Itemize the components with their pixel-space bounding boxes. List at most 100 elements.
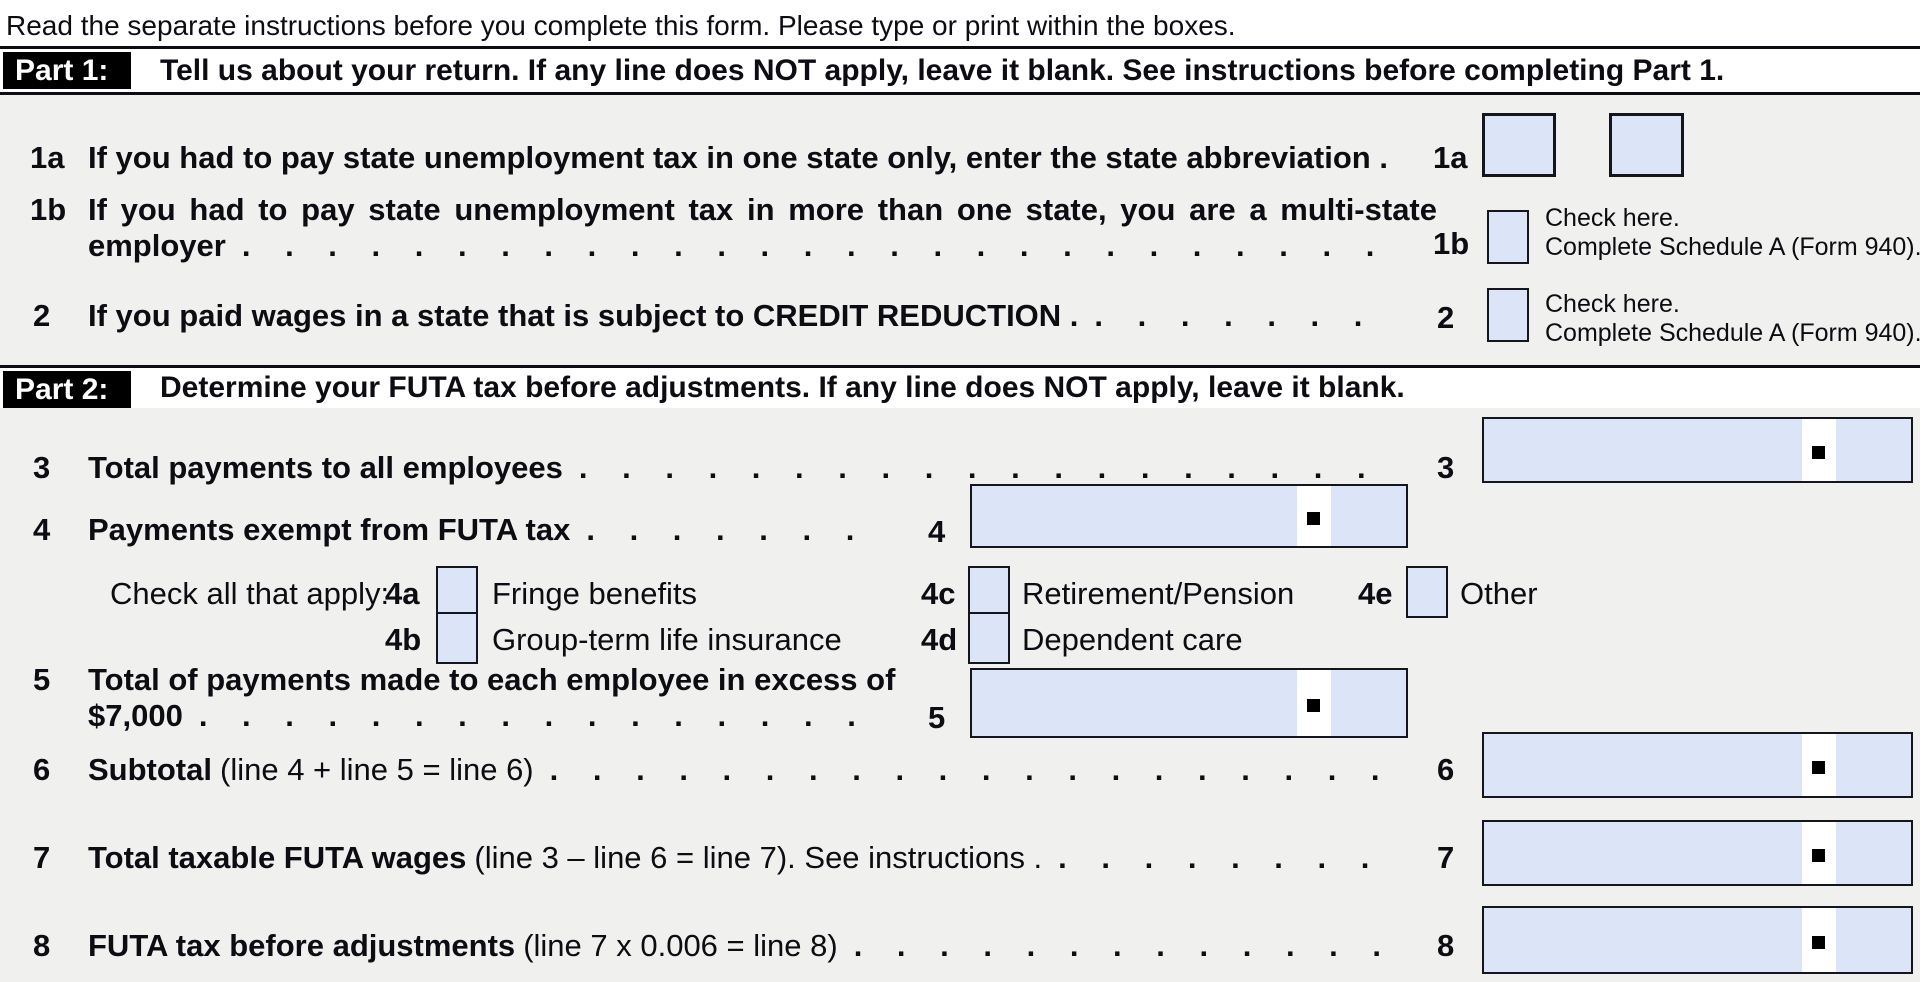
line4b-number: 4b [385,622,422,657]
line5-text-line1: Total of payments made to each employee … [88,662,896,697]
dot-leader: . . . . . . . . . . . . . . . . . . . . … [853,928,1388,963]
part2-body [0,408,1920,982]
line2-checkbox[interactable] [1487,288,1529,342]
line1b-text-line1: If you had to pay state unemployment tax… [88,192,1437,227]
line4a-number: 4a [385,576,420,611]
horizontal-rule [0,46,1920,49]
line4d-checkbox[interactable] [968,612,1010,664]
line8-text-row: FUTA tax before adjustments (line 7 x 0.… [88,928,1388,964]
line3-number: 3 [33,450,51,485]
line1b-check-here-line2: Complete Schedule A (Form 940). [1545,233,1920,261]
line6-text-normal: (line 4 + line 5 = line 6) [220,752,534,787]
line5-amount-input[interactable] [970,668,1408,738]
dot-leader: . . . . . . . . . . . . . . . . . . . . … [1094,298,1388,333]
part1-label: Part 1: [3,52,131,89]
line4-number: 4 [33,512,51,547]
line1a-text: If you had to pay state unemployment tax… [88,140,1388,175]
line1a-state-abbr-box-2[interactable] [1609,113,1684,177]
dot-leader: . . . . . . . . . . . . . . . . . . . . … [586,512,880,547]
line4c-label: Retirement/Pension [1022,576,1295,611]
part2-title: Determine your FUTA tax before adjustmen… [160,371,1405,404]
line6-number: 6 [33,752,51,787]
line1b-checkbox[interactable] [1487,210,1529,264]
line1a-state-abbr-box-1[interactable] [1482,113,1556,177]
line8-amount-input[interactable] [1482,906,1913,974]
line4c-checkbox[interactable] [968,566,1010,618]
line4-text: Payments exempt from FUTA tax [88,512,571,547]
line4c-number: 4c [921,576,956,611]
line4b-label: Group-term life insurance [492,622,842,657]
line3-text: Total payments to all employees [88,450,563,485]
line7-text-normal: (line 3 – line 6 = line 7). See instruct… [474,840,1043,875]
line4-mid-number: 4 [928,514,946,549]
decimal-separator [1802,419,1836,481]
part1-header-bar: Part 1: Tell us about your return. If an… [0,49,1920,95]
part2-label: Part 2: [3,371,131,408]
line6-right-number: 6 [1437,752,1455,787]
line2-right-number: 2 [1437,300,1455,335]
line2-text: If you paid wages in a state that is sub… [88,298,1079,333]
line1b-right-number: 1b [1433,226,1470,261]
line2-number: 2 [33,298,51,333]
line4b-checkbox[interactable] [436,612,478,664]
part1-title: Tell us about your return. If any line d… [160,54,1725,87]
line6-amount-input[interactable] [1482,732,1913,798]
line6-text-bold: Subtotal [88,752,212,787]
line1a-right-number: 1a [1433,140,1468,175]
line4a-checkbox[interactable] [436,566,478,618]
line3-right-number: 3 [1437,450,1455,485]
part2-header-bar: Part 2: Determine your FUTA tax before a… [0,365,1920,411]
line7-amount-input[interactable] [1482,820,1913,886]
decimal-separator [1297,670,1331,736]
line4e-checkbox[interactable] [1406,566,1448,618]
line8-text-bold: FUTA tax before adjustments [88,928,516,963]
line3-amount-input[interactable] [1482,417,1913,483]
decimal-dot [1812,761,1825,775]
line8-text-normal: (line 7 x 0.006 = line 8) [523,928,838,963]
decimal-separator [1297,486,1331,546]
line1b-text-line2-row: employer . . . . . . . . . . . . . . . .… [88,228,1388,264]
line6-text-row: Subtotal (line 4 + line 5 = line 6) . . … [88,752,1388,788]
line5-mid-number: 5 [928,700,946,735]
decimal-separator [1802,734,1836,796]
line4a-label: Fringe benefits [492,576,698,611]
decimal-separator [1802,822,1836,884]
line7-text-row: Total taxable FUTA wages (line 3 – line … [88,840,1388,876]
line2-text-row: If you paid wages in a state that is sub… [88,298,1388,334]
line5-text-line2-row: $7,000 . . . . . . . . . . . . . . . . .… [88,698,880,734]
line2-check-here-line2: Complete Schedule A (Form 940). [1545,319,1920,347]
line4-amount-input[interactable] [970,484,1408,548]
dot-leader: . . . . . . . . . . . . . . . . . . . . … [549,752,1388,787]
decimal-dot [1307,512,1320,525]
line2-check-here-text: Check here. Complete Schedule A (Form 94… [1545,290,1920,348]
line8-number: 8 [33,928,51,963]
line1b-check-here-line1: Check here. [1545,204,1680,232]
line7-right-number: 7 [1437,840,1455,875]
decimal-dot [1812,446,1825,460]
line4d-number: 4d [921,622,958,657]
line5-text-line2: $7,000 [88,698,183,733]
line1b-number: 1b [30,192,67,227]
form-instruction-text: Read the separate instructions before yo… [6,10,1236,41]
decimal-separator [1802,908,1836,972]
line1b-check-here-text: Check here. Complete Schedule A (Form 94… [1545,204,1920,262]
line7-number: 7 [33,840,51,875]
line1a-number: 1a [30,140,65,175]
line4-text-row: Payments exempt from FUTA tax . . . . . … [88,512,880,548]
line5-number: 5 [33,662,51,697]
check-all-that-apply-label: Check all that apply: [110,576,390,611]
line3-text-row: Total payments to all employees . . . . … [88,450,1388,486]
decimal-dot [1812,849,1825,863]
line1b-text-line2: employer [88,228,226,263]
part1-body [0,95,1920,365]
line7-text-bold: Total taxable FUTA wages [88,840,467,875]
line2-check-here-line1: Check here. [1545,290,1680,318]
dot-leader: . . . . . . . . . . . . . . . . . . . . … [198,698,880,733]
decimal-dot [1307,699,1320,713]
line4e-number: 4e [1358,576,1393,611]
line4d-label: Dependent care [1022,622,1243,657]
dot-leader: . . . . . . . . . . . . . . . . . . . . … [578,450,1388,485]
line4e-label: Other [1460,576,1538,611]
dot-leader: . . . . . . . . . . . . . . . . . . . . … [1058,840,1388,875]
